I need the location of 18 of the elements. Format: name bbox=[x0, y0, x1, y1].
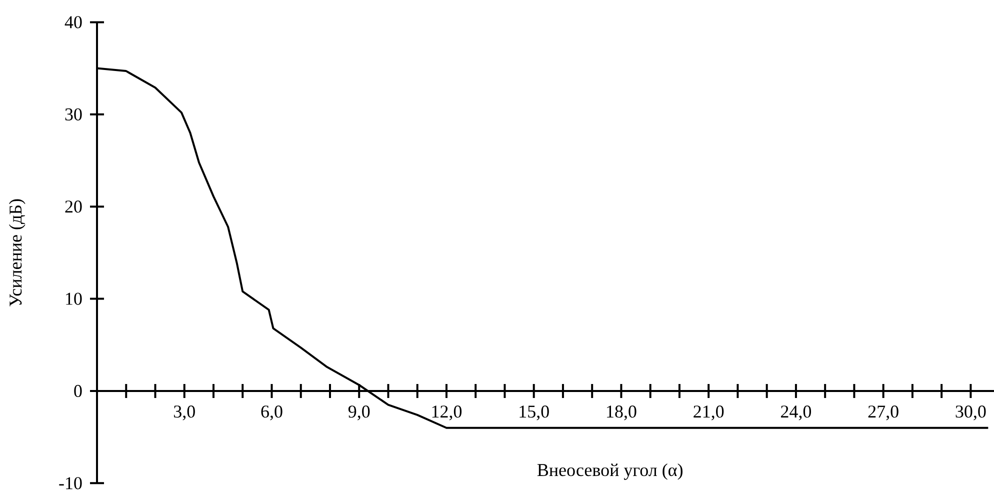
x-tick-label: 15,0 bbox=[520, 406, 549, 420]
y-tick-label: 10 bbox=[66, 292, 82, 305]
x-tick-label: 27,0 bbox=[868, 406, 898, 420]
x-tick-label: 9,0 bbox=[348, 406, 370, 420]
x-tick-label: 24,0 bbox=[780, 406, 812, 420]
y-tick-label: 0 bbox=[74, 384, 82, 398]
x-tick-label: 30,0 bbox=[956, 406, 986, 420]
x-tick-label: 12,0 bbox=[432, 406, 462, 420]
y-tick-label: 20 bbox=[65, 200, 82, 213]
x-tick-label: 21,0 bbox=[694, 406, 724, 420]
y-tick-label: 30 bbox=[65, 108, 82, 120]
y-axis-title: Усиление (дБ) bbox=[9, 199, 26, 306]
x-tick-label: 3,0 bbox=[174, 406, 195, 420]
x-tick-label: 18,0 bbox=[607, 406, 636, 420]
y-tick-label: -10 bbox=[59, 477, 82, 490]
x-tick-label: 6,0 bbox=[261, 406, 282, 420]
y-tick-label: 40 bbox=[64, 16, 82, 28]
x-axis-title: Внеосевой угол (α) bbox=[537, 463, 682, 480]
